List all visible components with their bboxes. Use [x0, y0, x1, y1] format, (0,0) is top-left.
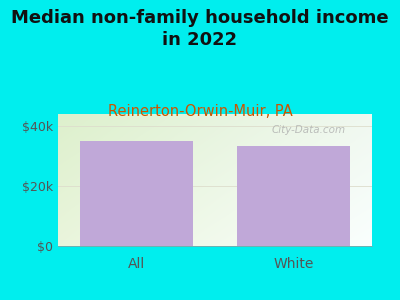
Bar	[237, 146, 350, 246]
Text: Reinerton-Orwin-Muir, PA: Reinerton-Orwin-Muir, PA	[108, 103, 292, 118]
Bar	[80, 141, 193, 246]
Text: Median non-family household income
in 2022: Median non-family household income in 20…	[11, 9, 389, 49]
Text: City-Data.com: City-Data.com	[272, 125, 346, 135]
